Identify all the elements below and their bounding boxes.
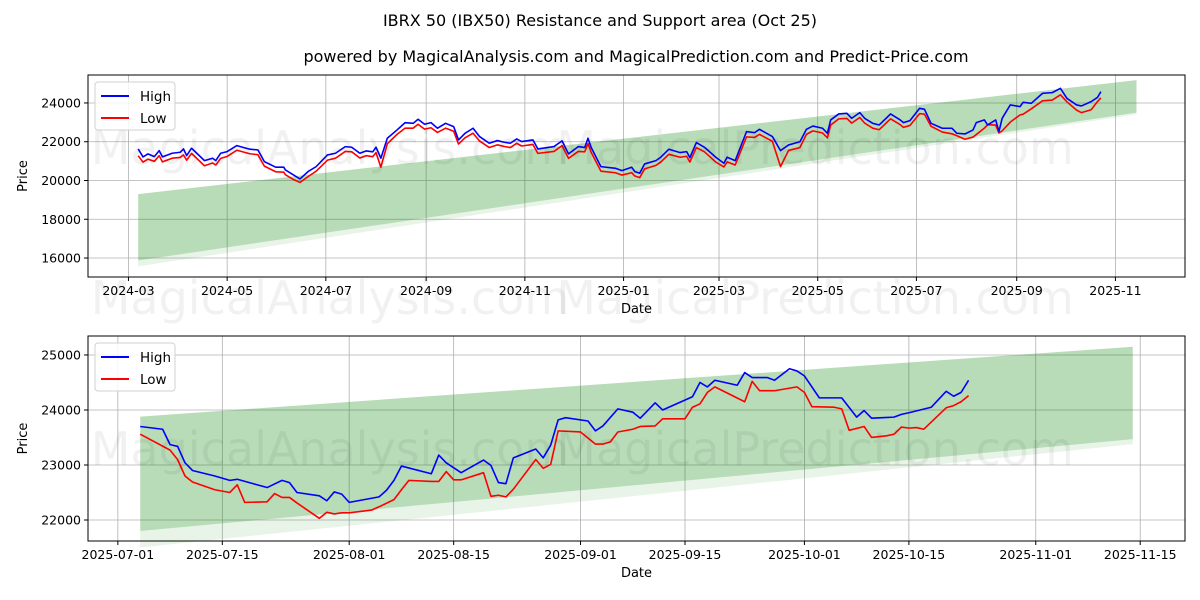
legend-low-label: Low xyxy=(140,372,167,388)
low-series-line xyxy=(137,94,1102,184)
axes-frame xyxy=(87,335,1186,542)
y-tick-label: 24000 xyxy=(41,95,81,110)
watermark-analysis: MagicalAnalysis.com xyxy=(91,422,570,476)
legend-high-label: High xyxy=(140,89,171,105)
y-tick-label: 18000 xyxy=(41,212,81,227)
y-tick-label: 25000 xyxy=(41,347,81,362)
axes-frame xyxy=(87,74,1186,278)
y-tick-label: 24000 xyxy=(41,402,81,417)
legend: High Low xyxy=(94,342,176,392)
x-tick-label: 2025-09-01 xyxy=(544,547,617,562)
x-tick-label: 2025-05 xyxy=(792,283,844,298)
x-tick-label: 2024-11 xyxy=(499,283,551,298)
y-tick-label: 22000 xyxy=(41,134,81,149)
x-tick-label: 2024-05 xyxy=(201,283,253,298)
watermarks: MagicalAnalysis.com MagicalPrediction.co… xyxy=(91,121,1074,476)
x-tick-label: 2025-09-15 xyxy=(649,547,722,562)
x-tick-label: 2025-03 xyxy=(693,283,745,298)
watermark-prediction: MagicalPrediction.com xyxy=(556,422,1074,476)
x-tick-label: 2025-01 xyxy=(597,283,649,298)
legend-high-label: High xyxy=(140,350,171,366)
x-tick-label: 2025-08-15 xyxy=(417,547,490,562)
y-tick-label: 16000 xyxy=(41,251,81,266)
chart-title: IBRX 50 (IBX50) Resistance and Support a… xyxy=(383,11,817,30)
y-tick-label: 20000 xyxy=(41,173,81,188)
y-axis-label: Price xyxy=(16,160,31,192)
high-series-line xyxy=(140,367,970,504)
watermark-prediction: MagicalPrediction.com xyxy=(556,271,1074,325)
y-tick-label: 23000 xyxy=(41,457,81,472)
x-axis-label: Date xyxy=(621,302,652,317)
support-band-fringe xyxy=(138,112,1137,267)
x-tick-label: 2025-07-15 xyxy=(186,547,259,562)
x-axis-label: Date xyxy=(621,566,652,581)
x-tick-label: 2025-10-15 xyxy=(873,547,946,562)
y-tick-label: 22000 xyxy=(41,512,81,527)
x-tick-label: 2025-08-01 xyxy=(313,547,386,562)
x-tick-label: 2025-09 xyxy=(991,283,1043,298)
watermark-prediction: MagicalPrediction.com xyxy=(556,121,1074,175)
low-series-line xyxy=(139,380,970,520)
x-tick-label: 2025-11 xyxy=(1089,283,1141,298)
top-chart-axes: 2024-03 2024-05 2024-07 2024-09 2024-11 2025-… xyxy=(16,74,1186,317)
bottom-chart-axes: 2025-07-01 2025-07-15 2025-08-01 2025-08-15… xyxy=(16,335,1186,581)
x-tick-label: 2024-09 xyxy=(400,283,452,298)
x-tick-label: 2024-03 xyxy=(102,283,154,298)
high-series-line xyxy=(137,87,1102,180)
chart-subtitle: powered by MagicalAnalysis.com and Magic… xyxy=(303,47,968,66)
x-tick-label: 2025-11-15 xyxy=(1104,547,1177,562)
x-tick-label: 2024-07 xyxy=(300,283,352,298)
x-tick-label: 2025-11-01 xyxy=(999,547,1072,562)
x-tick-label: 2025-10-01 xyxy=(768,547,841,562)
support-band-fringe xyxy=(140,439,1133,548)
y-axis-label: Price xyxy=(16,423,31,455)
watermark-analysis: MagicalAnalysis.com xyxy=(91,271,570,325)
support-resistance-band xyxy=(138,80,1137,261)
legend: High Low xyxy=(94,81,176,131)
x-tick-label: 2025-07 xyxy=(890,283,942,298)
watermark-analysis: MagicalAnalysis.com xyxy=(91,121,570,175)
x-tick-label: 2025-07-01 xyxy=(82,547,155,562)
legend-low-label: Low xyxy=(140,111,167,127)
support-resistance-band xyxy=(140,346,1133,531)
